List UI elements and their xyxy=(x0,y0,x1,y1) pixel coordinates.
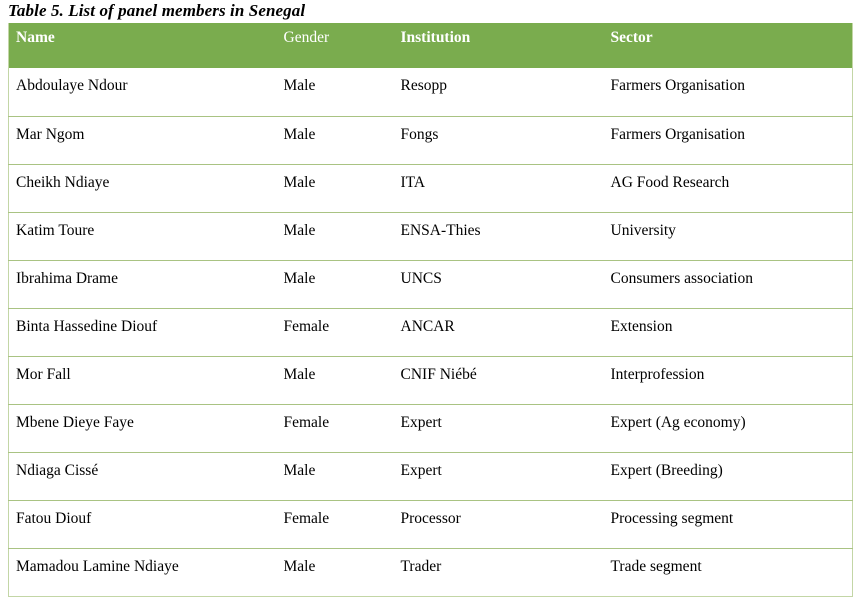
table-cell: Processing segment xyxy=(603,499,853,548)
table-body: Abdoulaye Ndour Male Resopp Farmers Organis… xyxy=(8,68,853,596)
table-cell: University xyxy=(603,211,853,260)
table-caption: Table 5. List of panel members in Senega… xyxy=(8,1,306,20)
table-row: Fatou Diouf Female Processor Processing seg… xyxy=(8,499,853,548)
table-cell: Consumers association xyxy=(603,259,853,308)
table-cell: Farmers Organisation xyxy=(603,115,853,164)
table-cell: Extension xyxy=(603,307,853,356)
column-header-gender: Gender xyxy=(276,23,394,68)
table-cell: Ibrahima Drame xyxy=(8,259,277,308)
table-cell: Expert xyxy=(393,403,604,452)
table-cell: CNIF Niébé xyxy=(393,355,604,404)
table-cell: Male xyxy=(276,163,394,212)
table-cell: Trade segment xyxy=(603,547,853,596)
table-cell: Resopp xyxy=(393,68,604,116)
table-cell: ENSA-Thies xyxy=(393,211,604,260)
table-row: Cheikh Ndiaye Male ITA AG Food Research xyxy=(8,163,853,212)
table-row: Mamadou Lamine Ndiaye Male Trader Trade seg… xyxy=(8,547,853,596)
table-cell: AG Food Research xyxy=(603,163,853,212)
table-cell: Mbene Dieye Faye xyxy=(8,403,277,452)
table-row: Mbene Dieye Faye Female Expert Expert (Ag e… xyxy=(8,403,853,452)
table-row: Ndiaga Cissé Male Expert Expert (Breeding) xyxy=(8,451,853,500)
table-cell: ITA xyxy=(393,163,604,212)
table-cell: Mar Ngom xyxy=(8,115,277,164)
table-cell: Male xyxy=(276,451,394,500)
table-cell: Trader xyxy=(393,547,604,596)
table-cell: Fatou Diouf xyxy=(8,499,277,548)
table-cell: Male xyxy=(276,211,394,260)
table-cell: Male xyxy=(276,259,394,308)
table-cell: Farmers Organisation xyxy=(603,68,853,116)
table-cell: Katim Toure xyxy=(8,211,277,260)
table-cell: Female xyxy=(276,403,394,452)
column-header-institution: Institution xyxy=(393,23,604,68)
table-cell: Male xyxy=(276,115,394,164)
table-row: Binta Hassedine Diouf Female ANCAR Extensio… xyxy=(8,307,853,356)
table-cell: ANCAR xyxy=(393,307,604,356)
table-cell: Abdoulaye Ndour xyxy=(8,68,277,116)
table-cell: UNCS xyxy=(393,259,604,308)
table-row: Katim Toure Male ENSA-Thies University xyxy=(8,211,853,260)
table-cell: Fongs xyxy=(393,115,604,164)
table-cell: Mamadou Lamine Ndiaye xyxy=(8,547,277,596)
table-cell: Expert (Ag economy) xyxy=(603,403,853,452)
table-cell: Male xyxy=(276,355,394,404)
table-cell: Binta Hassedine Diouf xyxy=(8,307,277,356)
table-cell: Processor xyxy=(393,499,604,548)
table-cell: Ndiaga Cissé xyxy=(8,451,277,500)
table-cell: Mor Fall xyxy=(8,355,277,404)
table-row: Abdoulaye Ndour Male Resopp Farmers Organis… xyxy=(8,68,853,116)
table-cell: Female xyxy=(276,307,394,356)
column-header-sector: Sector xyxy=(603,23,853,68)
table-row: Mar Ngom Male Fongs Farmers Organisation xyxy=(8,115,853,164)
table-cell: Expert xyxy=(393,451,604,500)
panel-members-table: Name Gender Institution Sector Abdoulaye Nd… xyxy=(8,23,853,597)
table-cell: Female xyxy=(276,499,394,548)
column-header-name: Name xyxy=(8,23,277,68)
table-cell: Interprofession xyxy=(603,355,853,404)
table-cell: Male xyxy=(276,547,394,596)
table-cell: Male xyxy=(276,68,394,116)
table-cell: Cheikh Ndiaye xyxy=(8,163,277,212)
table-header: Name Gender Institution Sector xyxy=(8,23,853,68)
table-row: Mor Fall Male CNIF Niébé Interprofession xyxy=(8,355,853,404)
header-row: Name Gender Institution Sector xyxy=(8,23,853,68)
table-cell: Expert (Breeding) xyxy=(603,451,853,500)
table-row: Ibrahima Drame Male UNCS Consumers associat… xyxy=(8,259,853,308)
